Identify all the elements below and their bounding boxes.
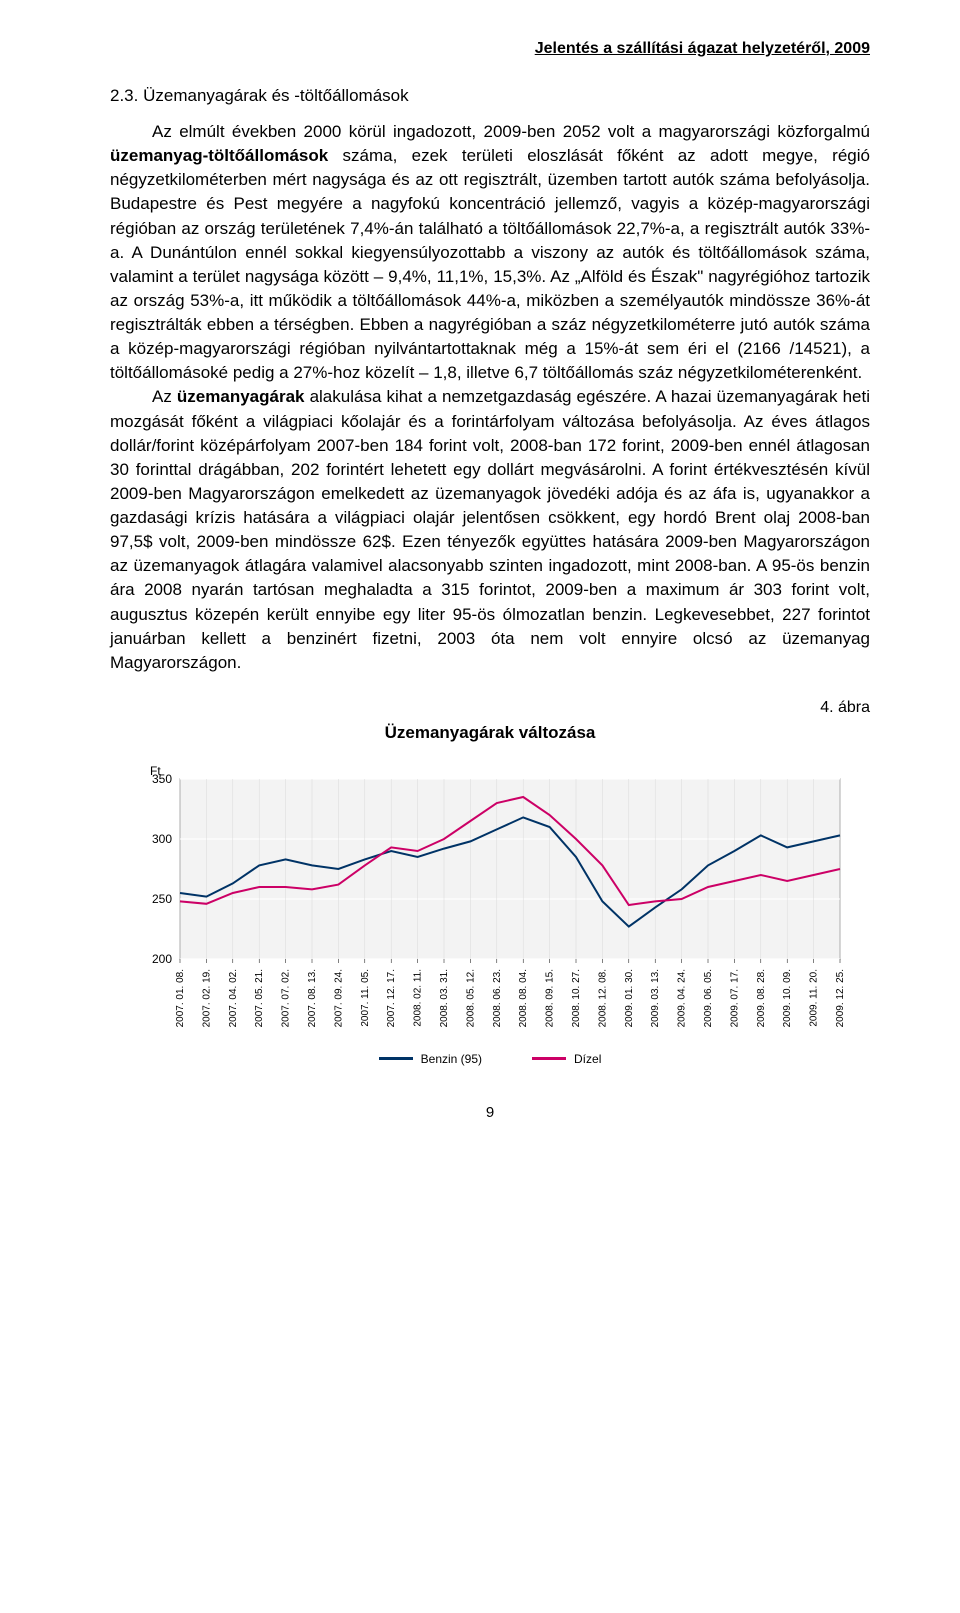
legend-swatch-benzin [379,1057,413,1060]
paragraph-2: Az üzemanyagárak alakulása kihat a nemze… [110,385,870,675]
paragraph-1: Az elmúlt években 2000 körül ingadozott,… [110,120,870,385]
svg-text:2008. 08. 04.: 2008. 08. 04. [518,969,529,1027]
svg-text:2007. 09. 24.: 2007. 09. 24. [333,969,344,1027]
legend-swatch-dizel [532,1057,566,1060]
legend-label-benzin: Benzin (95) [421,1052,482,1066]
section-title-text: Üzemanyagárak és -töltőállomások [143,86,409,105]
report-header: Jelentés a szállítási ágazat helyzetéről… [110,40,870,58]
p1-lead: Az elmúlt években 2000 körül ingadozott,… [152,122,870,141]
page-number: 9 [110,1104,870,1121]
svg-text:2008. 03. 31.: 2008. 03. 31. [439,969,450,1027]
svg-text:2008. 05. 12.: 2008. 05. 12. [465,969,476,1027]
svg-text:2008. 02. 11.: 2008. 02. 11. [413,969,424,1027]
p1-bold-term: üzemanyag-töltőállomások [110,146,328,165]
chart-legend: Benzin (95) Dízel [130,1052,850,1066]
svg-text:2009. 06. 05.: 2009. 06. 05. [703,969,714,1027]
svg-text:2009. 11. 20.: 2009. 11. 20. [809,969,820,1027]
p1-rest: száma, ezek területi eloszlását főként a… [110,146,870,382]
svg-text:2008. 06. 23.: 2008. 06. 23. [492,969,503,1027]
svg-text:2008. 10. 27.: 2008. 10. 27. [571,969,582,1027]
chart-container: Ft2002503003502007. 01. 08.2007. 02. 19.… [130,761,850,1066]
svg-text:2008. 12. 08.: 2008. 12. 08. [597,969,608,1027]
p2-lead: Az [152,387,177,406]
legend-item-benzin: Benzin (95) [379,1052,482,1066]
svg-text:2007. 08. 13.: 2007. 08. 13. [307,969,318,1027]
svg-text:2007. 02. 19.: 2007. 02. 19. [201,969,212,1027]
svg-text:2009. 08. 28.: 2009. 08. 28. [756,969,767,1027]
legend-label-dizel: Dízel [574,1052,601,1066]
svg-text:2007. 04. 02.: 2007. 04. 02. [228,969,239,1027]
svg-text:2007. 11. 05.: 2007. 11. 05. [360,969,371,1027]
svg-text:2009. 10. 09.: 2009. 10. 09. [782,969,793,1027]
figure-label: 4. ábra [110,699,870,717]
svg-text:2009. 07. 17.: 2009. 07. 17. [729,969,740,1027]
svg-text:250: 250 [152,892,172,906]
section-number: 2.3. [110,86,138,105]
p2-bold-term: üzemanyagárak [177,387,305,406]
svg-text:2007. 01. 08.: 2007. 01. 08. [175,969,186,1027]
p2-rest: alakulása kihat a nemzetgazdaság egészér… [110,387,870,671]
svg-text:200: 200 [152,952,172,966]
chart-title: Üzemanyagárak változása [110,723,870,743]
svg-text:2007. 07. 02.: 2007. 07. 02. [281,969,292,1027]
section-heading: 2.3. Üzemanyagárak és -töltőállomások [110,86,870,106]
svg-text:2007. 05. 21.: 2007. 05. 21. [254,969,265,1027]
svg-text:2009. 01. 30.: 2009. 01. 30. [624,969,635,1027]
svg-text:2009. 04. 24.: 2009. 04. 24. [677,969,688,1027]
legend-item-dizel: Dízel [532,1052,601,1066]
figure-block: 4. ábra Üzemanyagárak változása Ft200250… [110,699,870,1066]
svg-text:300: 300 [152,832,172,846]
svg-text:2009. 03. 13.: 2009. 03. 13. [650,969,661,1027]
svg-text:2007. 12. 17.: 2007. 12. 17. [386,969,397,1027]
fuel-price-line-chart: Ft2002503003502007. 01. 08.2007. 02. 19.… [130,761,850,1041]
svg-text:350: 350 [152,772,172,786]
svg-text:2008. 09. 15.: 2008. 09. 15. [545,969,556,1027]
svg-text:2009. 12. 25.: 2009. 12. 25. [835,969,846,1027]
